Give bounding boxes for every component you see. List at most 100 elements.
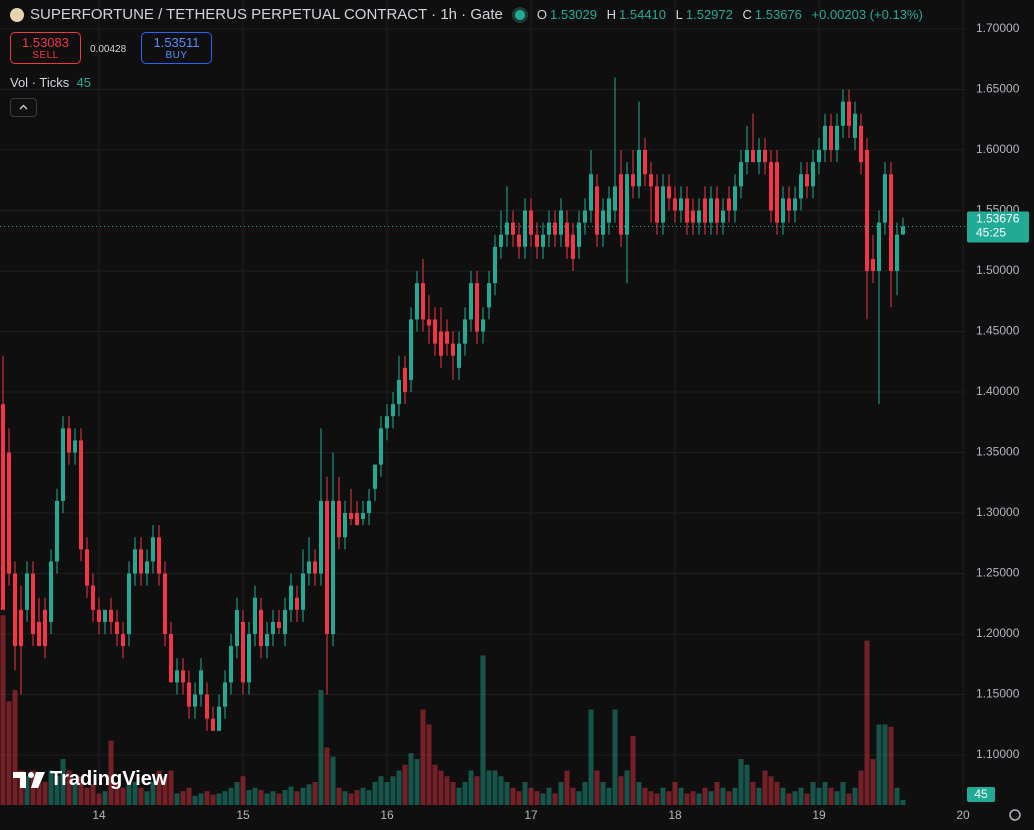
volume-bar [294, 791, 300, 805]
candle-body [229, 646, 233, 683]
candle-body [625, 174, 629, 235]
candle-body [871, 258, 875, 272]
volume-bar [828, 787, 834, 805]
candle-body [775, 162, 779, 223]
volume-bar [6, 701, 12, 805]
volume-bar [870, 759, 876, 805]
candle-body [289, 585, 293, 610]
volume-bar [546, 787, 552, 805]
buy-label: BUY [165, 50, 188, 61]
volume-bar [552, 793, 558, 805]
candle-body [823, 125, 827, 151]
settings-icon[interactable] [1009, 809, 1021, 821]
candle-body [595, 186, 599, 235]
volume-bar [630, 736, 636, 805]
candle-body [13, 573, 17, 647]
buy-button[interactable]: 1.53511 BUY [141, 32, 212, 64]
volume-bar [744, 764, 750, 805]
volume-bar [318, 690, 324, 805]
sell-button[interactable]: 1.53083 SELL [10, 32, 81, 64]
volume-axis-box [967, 787, 995, 802]
candle-body [295, 597, 299, 610]
candle-body [799, 174, 803, 199]
volume-bar [378, 776, 384, 805]
volume-bar [498, 776, 504, 805]
volume-bar [360, 787, 366, 805]
candle-body [169, 634, 173, 683]
volume-bar [144, 791, 150, 805]
candle-body [745, 150, 749, 163]
volume-bar [216, 793, 222, 805]
volume-bar [390, 776, 396, 805]
candle-body [109, 609, 113, 622]
header: SUPERFORTUNE / TETHERUS PERPETUAL CONTRA… [10, 6, 923, 23]
y-tick-label: 1.20000 [976, 626, 1020, 640]
candle-body [247, 634, 251, 683]
volume-bar [690, 791, 696, 805]
volume-bar [204, 791, 210, 805]
volume-bar [708, 791, 714, 805]
candle-body [469, 283, 473, 320]
candle-body [811, 162, 815, 187]
volume-bar [96, 793, 102, 805]
volume-bar [114, 782, 120, 805]
collapse-button[interactable] [10, 98, 37, 117]
sell-price: 1.53083 [22, 35, 69, 50]
volume-bar [348, 793, 354, 805]
volume-bar [480, 655, 486, 805]
candle-body [205, 694, 209, 719]
volume-bar [678, 787, 684, 805]
candle-body [445, 331, 449, 344]
candle-body [649, 174, 653, 187]
y-tick-label: 1.35000 [976, 445, 1020, 459]
volume-bar [42, 782, 48, 805]
candle-body [313, 561, 317, 574]
volume-bar [798, 787, 804, 805]
volume-bar [684, 793, 690, 805]
volume-bar [330, 756, 336, 805]
candle-body [73, 440, 77, 453]
buy-price: 1.53511 [153, 35, 200, 50]
candle-body [403, 367, 407, 393]
candle-body [715, 198, 719, 223]
candle-body [691, 210, 695, 223]
volume-bar [792, 791, 798, 805]
ohlc-label: L [675, 7, 683, 22]
volume-bar [264, 793, 270, 805]
candle-body [733, 186, 737, 211]
volume-bar [714, 782, 720, 805]
candle-body [847, 101, 851, 126]
candle-body [361, 513, 365, 520]
candle-body [829, 125, 833, 151]
candle-body [19, 609, 23, 647]
volume-bar [432, 764, 438, 805]
volume-bar [354, 790, 360, 805]
candle-body [43, 609, 47, 647]
volume-bar [54, 776, 60, 805]
candle-body [853, 113, 857, 138]
x-tick-label: 17 [524, 808, 538, 822]
candle-body [379, 428, 383, 465]
candle-body [439, 331, 443, 356]
candle-body [565, 222, 569, 247]
volume-bar [756, 787, 762, 805]
candle-body [901, 226, 905, 235]
volume-bar [396, 770, 402, 805]
volume-bar [648, 791, 654, 805]
volume-bar [246, 790, 252, 805]
change: +0.00203 (+0.13%) [811, 7, 923, 22]
candle-body [85, 549, 89, 586]
y-tick-label: 1.70000 [976, 21, 1020, 35]
volume-bar [36, 776, 42, 805]
candle-body [817, 150, 821, 163]
volume-bar [366, 790, 372, 805]
volume-bar [786, 793, 792, 805]
candle-body [679, 198, 683, 211]
indicator: Vol · Ticks 45 [10, 75, 91, 90]
candle-body [385, 416, 389, 429]
candle-body [421, 283, 425, 320]
y-tick-label: 1.45000 [976, 324, 1020, 338]
volume-bar [306, 784, 312, 805]
volume-bar [876, 724, 882, 805]
